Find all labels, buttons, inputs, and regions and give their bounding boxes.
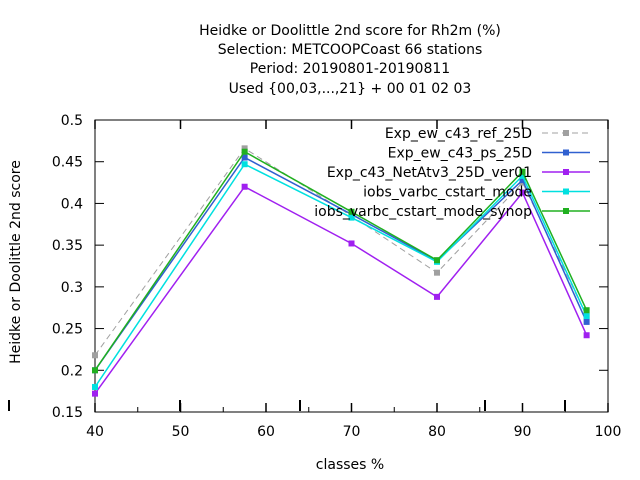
x-tick-label: 40: [86, 424, 104, 440]
chart-title-line-2: Selection: METCOOPCoast 66 stations: [218, 42, 483, 58]
series-line: [94, 156, 588, 371]
series-line: [94, 185, 588, 395]
legend-label: iobs_varbc_cstart_mode_synop: [314, 204, 532, 220]
legend-marker: [563, 188, 569, 195]
series-line: [94, 150, 588, 371]
data-point: [241, 183, 248, 190]
y-tick-label: 0.2: [61, 363, 83, 379]
y-tick-label: 0.35: [52, 238, 83, 254]
data-point: [434, 257, 440, 264]
data-point: [583, 313, 590, 320]
y-axis-label: Heidke or Doolittle 2nd score: [8, 160, 24, 364]
data-point: [348, 208, 355, 215]
legend-label: Exp_c43_NetAtv3_25D_ver01: [327, 165, 532, 181]
data-point: [241, 148, 248, 155]
chart-title-line-4: Used {00,03,...,21} + 00 01 02 03: [229, 81, 472, 97]
data-point: [583, 332, 590, 339]
data-point: [434, 293, 440, 300]
data-point: [434, 269, 440, 276]
data-point: [92, 367, 98, 374]
legend-label: Exp_ew_c43_ps_25D: [388, 146, 532, 162]
data-point: [583, 307, 590, 314]
x-tick-label: 100: [595, 424, 622, 440]
legend-marker: [563, 149, 569, 156]
data-point: [241, 154, 248, 161]
chart-title-line-1: Heidke or Doolittle 2nd score for Rh2m (…: [199, 23, 501, 39]
data-point: [241, 145, 248, 152]
data-point: [92, 352, 98, 359]
legend-marker: [563, 130, 569, 136]
legend-marker: [563, 169, 569, 175]
x-tick-label: 60: [257, 424, 275, 440]
data-point: [348, 240, 355, 247]
data-point: [241, 161, 248, 168]
data-point: [519, 168, 526, 175]
y-tick-label: 0.4: [61, 196, 83, 212]
data-point: [519, 177, 526, 184]
axis-ticks: 40 50 60 70 80 90 100 0.15 0.2 0.25 0.3 0.35 0.4 0.45…: [8, 113, 622, 440]
legend-label: iobs_varbc_cstart_mode: [363, 185, 532, 201]
y-tick-label: 0.5: [61, 113, 83, 129]
chart-title-line-3: Period: 20190801-20190811: [250, 61, 450, 77]
x-tick-label: 80: [428, 424, 446, 440]
plot-frame: [94, 119, 609, 413]
data-point: [92, 390, 98, 397]
y-tick-label: 0.25: [52, 322, 83, 338]
legend: Exp_ew_c43_ref_25D Exp_ew_c43_ps_25D Exp_c…: [314, 126, 590, 220]
x-tick-label: 70: [343, 424, 361, 440]
data-point: [583, 318, 590, 325]
series-lines: [92, 145, 590, 397]
series-line: [94, 163, 588, 388]
data-point: [519, 189, 526, 196]
x-axis-label: classes %: [316, 457, 384, 473]
y-tick-label: 0.3: [61, 280, 83, 296]
y-tick-label: 0.45: [52, 155, 83, 171]
legend-label: Exp_ew_c43_ref_25D: [385, 126, 532, 142]
data-point: [519, 172, 526, 179]
data-point: [92, 383, 98, 390]
x-tick-label: 90: [514, 424, 532, 440]
x-tick-label: 50: [172, 424, 190, 440]
y-tick-label: 0.15: [52, 405, 83, 421]
data-point: [348, 214, 355, 221]
legend-marker: [563, 208, 569, 214]
